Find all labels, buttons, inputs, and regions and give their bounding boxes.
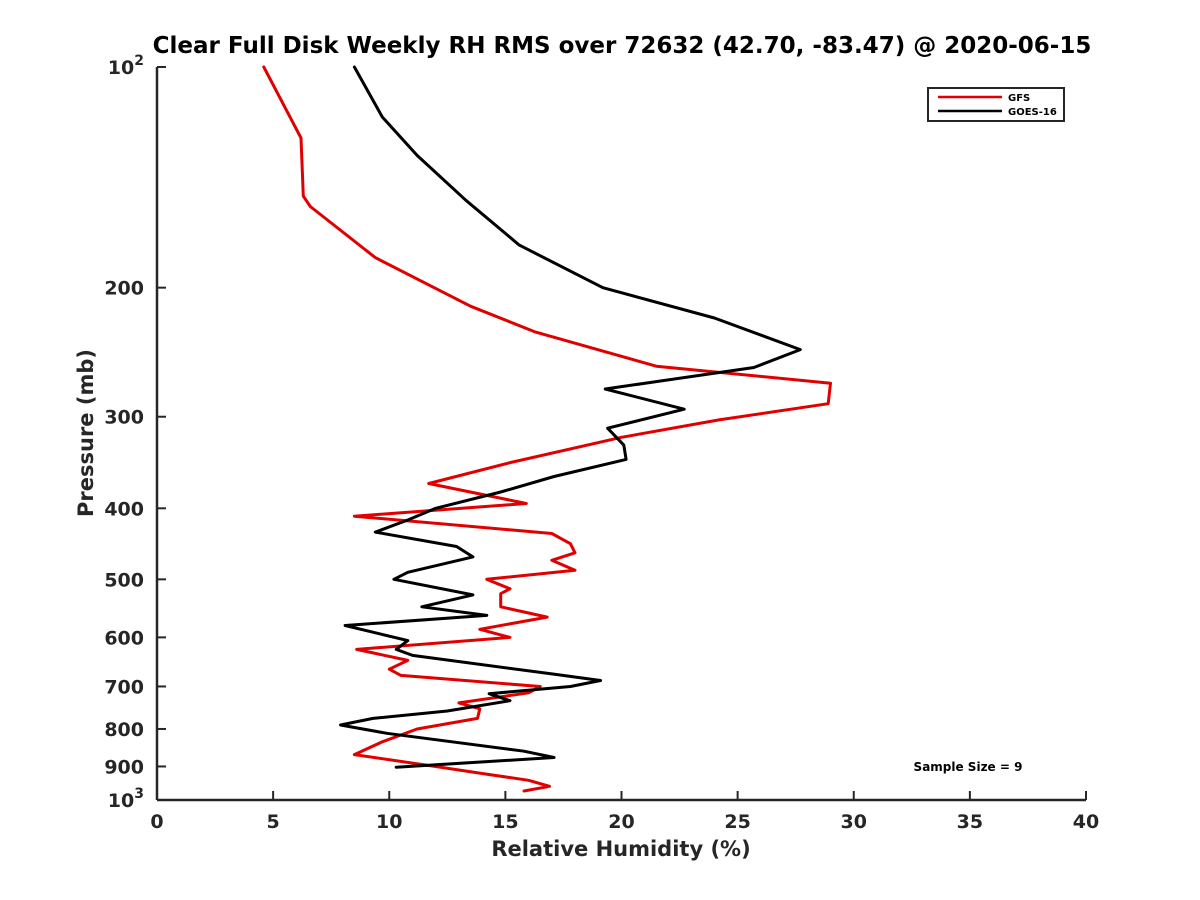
x-tick-label: 15: [492, 811, 518, 833]
x-ticks: 0 5 10 15 20 25 30 35 40: [150, 791, 1099, 833]
x-tick-label: 20: [608, 811, 634, 833]
x-tick-label: 0: [150, 811, 163, 833]
legend-label-goes16: GOES-16: [1008, 107, 1057, 118]
y-tick-label: 103: [108, 786, 144, 812]
legend-box: [927, 87, 1065, 122]
x-tick-label: 25: [724, 811, 750, 833]
y-tick-label: 300: [104, 407, 144, 429]
x-tick-label: 35: [957, 811, 983, 833]
y-tick-label: 102: [108, 53, 144, 79]
sample-size-annotation: Sample Size = 9: [914, 760, 1023, 774]
x-axis-label: Relative Humidity (%): [491, 837, 750, 861]
y-tick-label: 200: [104, 278, 144, 300]
series-line-goes16: [339, 65, 802, 769]
x-tick-label: 40: [1073, 811, 1099, 833]
legend: GFS GOES-16: [927, 87, 1065, 122]
y-tick-label: 700: [104, 676, 144, 698]
chart-title: Clear Full Disk Weekly RH RMS over 72632…: [153, 33, 1092, 59]
x-tick-label: 5: [267, 811, 280, 833]
y-tick-label: 500: [104, 569, 144, 591]
series-layer: [262, 65, 832, 793]
y-tick-label: 900: [104, 756, 144, 778]
y-tick-label: 800: [104, 719, 144, 741]
y-ticks: 102 200 300 400 500 600 700 800 900 103: [104, 53, 166, 812]
y-axis-label: Pressure (mb): [74, 349, 98, 517]
y-tick-label: 600: [104, 627, 144, 649]
y-tick-label: 400: [104, 498, 144, 520]
legend-label-gfs: GFS: [1008, 93, 1030, 104]
x-tick-label: 30: [841, 811, 867, 833]
x-tick-label: 10: [376, 811, 402, 833]
